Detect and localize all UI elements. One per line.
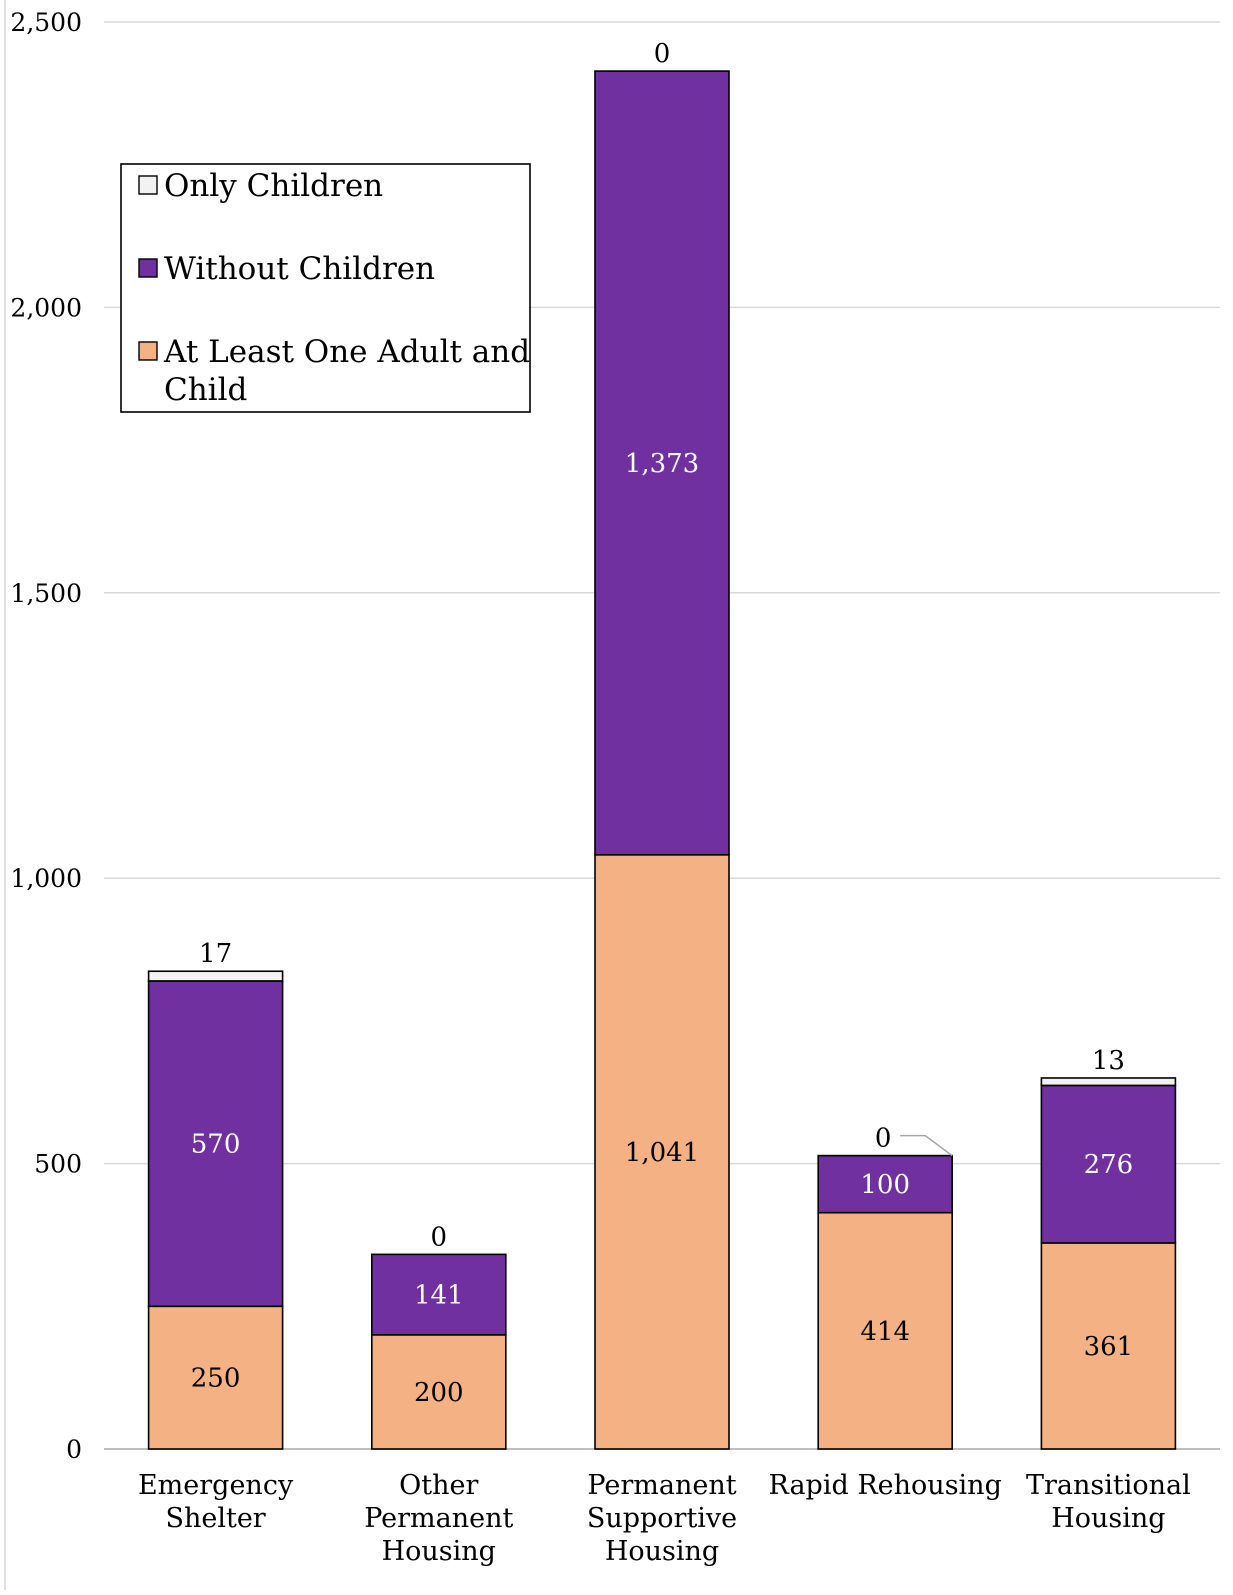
data-label: 361 (1084, 1332, 1134, 1362)
legend-box (120, 163, 531, 413)
legend-label: Without Children (164, 251, 435, 287)
legend-swatch (138, 258, 158, 278)
data-label: 0 (654, 39, 671, 69)
legend-label: Only Children (164, 168, 383, 204)
bar-segment (817, 1211, 954, 1450)
data-label: 17 (199, 939, 232, 969)
x-category-label: Emergency (138, 1470, 294, 1501)
x-category-label: Rapid Rehousing (769, 1470, 1002, 1501)
data-label: 1,041 (625, 1138, 699, 1168)
legend-swatch (138, 341, 158, 361)
data-label: 570 (191, 1130, 241, 1160)
bar-segment (370, 1253, 507, 1336)
data-label: 0 (431, 1222, 448, 1252)
y-tick-label: 500 (34, 1150, 82, 1179)
legend-swatch (138, 175, 158, 195)
data-label: 100 (860, 1170, 910, 1200)
data-label: 250 (191, 1364, 241, 1394)
data-label: 276 (1084, 1150, 1134, 1180)
x-category-label: Permanent (364, 1503, 513, 1534)
x-category-label: Housing (605, 1536, 719, 1567)
data-label: 141 (414, 1281, 464, 1311)
bar-segment (147, 970, 284, 982)
x-category-label: Other (399, 1470, 478, 1501)
x-category-label: Housing (1051, 1503, 1165, 1534)
data-label: 200 (414, 1378, 464, 1408)
bar-segment (1040, 1077, 1177, 1087)
x-category-label: Shelter (165, 1503, 265, 1534)
data-label: 13 (1092, 1046, 1125, 1076)
x-category-label: Permanent (587, 1470, 736, 1501)
y-tick-label: 1,500 (10, 579, 82, 608)
data-label: 0 (875, 1124, 892, 1154)
y-tick-label: 2,000 (10, 293, 82, 322)
data-label-leader-line (900, 1134, 953, 1157)
bar-segment (817, 1154, 954, 1214)
bar-segment (1040, 1242, 1177, 1450)
legend-label: Child (164, 372, 247, 408)
bar-segment (1040, 1084, 1177, 1244)
legend-label: At Least One Adult and (163, 334, 530, 370)
bar-segment (594, 70, 730, 856)
bar-segment (594, 853, 730, 1450)
x-category-label: Housing (382, 1536, 496, 1567)
bar-segment (370, 1334, 507, 1450)
x-category-label: Transitional (1026, 1470, 1191, 1501)
x-category-label: Supportive (587, 1503, 737, 1534)
y-tick-label: 2,500 (10, 8, 82, 37)
bar-segment (147, 1305, 284, 1450)
data-label: 1,373 (625, 449, 699, 479)
y-tick-label: 1,000 (10, 864, 82, 893)
bar-segment (147, 980, 284, 1308)
data-label: 414 (860, 1317, 910, 1347)
y-tick-label: 0 (66, 1435, 82, 1464)
